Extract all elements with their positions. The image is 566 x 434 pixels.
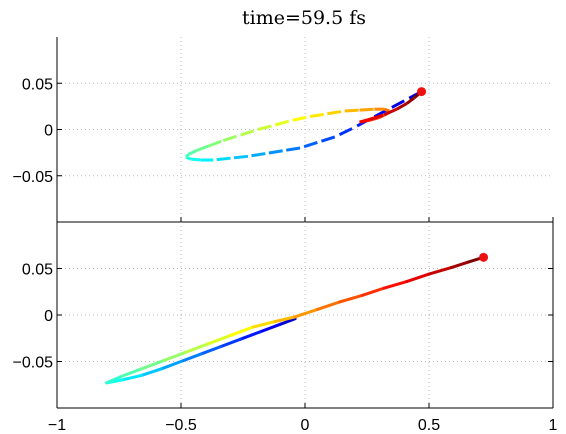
series-segment [206,333,233,346]
series-segment [299,141,318,150]
series-segment [273,315,297,324]
y-tick-label: −0.05 [13,169,54,186]
x-tick-label: −0.5 [165,417,197,434]
y-tick-label: 0.05 [22,262,53,279]
series-segment [119,373,143,382]
series-segment [265,149,283,156]
series-segment [292,115,311,122]
series-segment [344,108,360,113]
series-segment [230,154,249,160]
series-segment [187,149,197,156]
y-tick-label: 0 [44,308,53,325]
series-segment [405,96,416,105]
series-segment [190,157,201,162]
series-segment [427,266,453,276]
series-segment [359,117,370,124]
x-tick-label: 0.5 [418,417,440,434]
series-segment [359,107,375,112]
series-segment [105,374,123,385]
series-segment [315,300,342,311]
x-tick-label: 1 [549,417,558,434]
series-segment [195,144,209,153]
series-segment [274,118,293,127]
series-segment [222,133,241,143]
y-tick-label: 0 [44,123,53,140]
series-segment [240,128,259,137]
series-segment [162,350,188,363]
series-segment [179,352,203,363]
x-tick-label: 0 [301,417,310,434]
series-segment [327,109,345,116]
y-tick-label: 0.05 [22,76,53,93]
series-segment [159,360,183,371]
series-segment [368,108,388,121]
series-segment [278,317,297,326]
y-tick-label: −0.05 [13,355,54,372]
series-segment [316,135,336,144]
end-marker [479,252,489,262]
series-segment [334,127,353,139]
series-segment [405,272,431,284]
series-segment [139,367,163,377]
series-segment [239,330,262,341]
series-segment [184,342,210,354]
series-segment [383,107,398,117]
series-segment [369,113,385,121]
series-segment [119,367,143,378]
series-segment [396,102,408,111]
series-segment [184,153,190,159]
series-segment [382,280,409,290]
series-segment [213,156,231,162]
x-tick-label: −1 [48,417,66,434]
series-segment [293,307,319,319]
series-segment [257,123,276,131]
series-segment [309,112,328,119]
series-segment [338,293,364,304]
series-segment [139,359,166,371]
series-segment [229,325,255,337]
series-segment [386,99,405,112]
series-segment [449,260,471,270]
series-segment [360,286,386,297]
top-panel: −0.05 0 0.05 [13,37,554,223]
series-segment [258,322,282,334]
chart-title: time=59.5 fs [242,7,366,29]
series-segment [247,152,266,158]
series-segment [282,146,301,153]
series-segment [251,320,277,329]
end-marker [417,87,427,97]
bottom-panel: −0.05 0 0.05 −1 −0.5 0 0.5 1 [13,222,558,434]
series-segment [207,139,224,148]
series-segment [199,345,223,356]
series-segment [219,337,243,349]
